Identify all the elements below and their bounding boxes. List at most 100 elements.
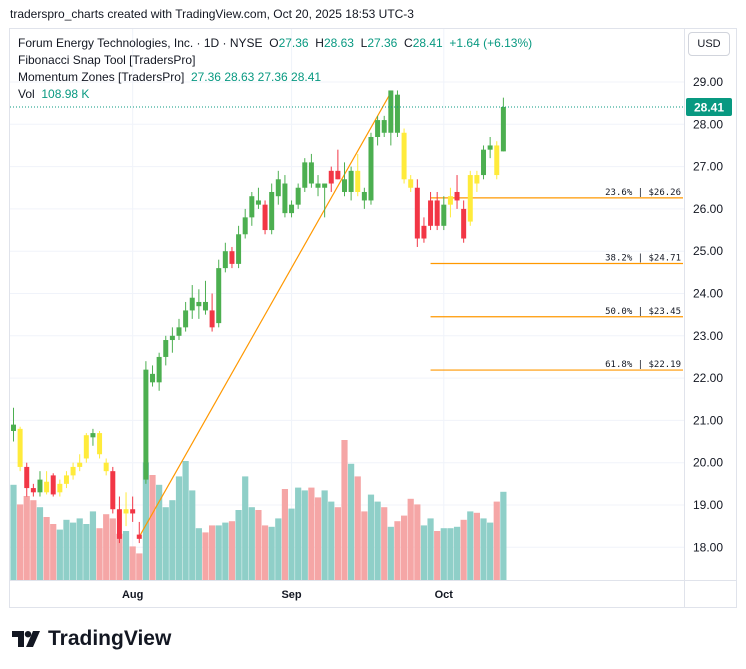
volume-bar [63,519,70,580]
legend-symbol: Forum Energy Technologies, Inc. · 1D · N… [18,36,263,50]
candle-body [103,462,109,472]
candle-body [355,170,361,192]
candle-body [361,191,367,201]
volume-bar [142,462,149,580]
volume-bar [76,518,83,580]
legend-low-value: 27.36 [367,36,398,50]
legend-indicator-fib[interactable]: Fibonacci Snap Tool [TradersPro] [18,53,196,67]
volume-bar [202,532,209,580]
candle-body [143,369,149,480]
volume-bar [109,518,116,580]
y-tick-label: 24.00 [693,287,723,301]
candle-body [24,466,30,489]
candle-body [342,179,347,192]
candle-body [202,301,208,311]
candle-body [63,475,69,484]
candle-body [481,149,487,176]
candle-body [50,475,56,495]
chart-legend: Forum Energy Technologies, Inc. · 1D · N… [18,35,532,103]
volume-bar [500,491,507,580]
candle-body [110,471,116,510]
candle-body [209,310,215,328]
volume-bar [235,510,242,580]
volume-bar [447,528,454,580]
volume-bar [268,526,275,580]
candle-body [189,297,195,311]
candle-body [229,251,235,264]
candle-body [441,204,447,226]
currency-button[interactable]: USD [688,32,730,56]
y-tick-label: 19.00 [693,498,723,512]
candle-body [163,340,169,357]
candle-body [315,183,321,188]
volume-bar [414,504,421,580]
volume-bar [30,500,37,580]
candle-body [136,534,142,539]
legend-volume-value: 108.98 K [41,87,90,101]
volume-bar [248,507,255,580]
legend-indicator-momentum[interactable]: Momentum Zones [TradersPro] 27.36 28.63 … [18,69,532,86]
candle-body [388,90,394,133]
volume-bar [467,511,474,580]
x-tick-label: Aug [122,589,143,601]
volume-bar [175,476,183,580]
candle-body [328,170,334,184]
candle-body [156,356,162,383]
volume-bar [182,461,189,580]
volume-bar [189,490,196,580]
fib-level-label: 38.2% | $24.71 [605,253,681,263]
candle-body [421,225,427,239]
candle-body [282,183,288,214]
legend-close-label: C [404,36,413,50]
candle-body [130,509,136,514]
volume-bar [261,525,269,580]
volume-bar [460,519,467,580]
volume-bar [136,553,143,580]
volume-bar [367,494,375,580]
volume-bar [242,476,249,580]
candle-body [302,162,308,188]
y-tick-label: 27.00 [693,160,723,174]
candle-body [474,175,480,184]
candle-body [196,301,202,307]
volume-bar [36,507,44,580]
volume-bar [480,518,487,580]
candle-body [494,145,500,176]
volume-bar [301,490,308,580]
legend-close-value: 28.41 [412,36,443,50]
volume-bar [89,511,97,580]
volume-bar [275,518,282,580]
volume-bar [361,511,368,580]
x-tick-label: Sep [281,589,301,601]
candle-body [414,187,420,239]
last-price-tag [686,97,732,116]
legend-high-value: 28.63 [323,36,354,50]
candle-body [500,106,506,152]
candle-body [83,435,89,459]
legend-open-label: O [269,36,279,50]
legend-ohlc-row: Forum Energy Technologies, Inc. · 1D · N… [18,35,532,52]
candle-body [394,94,400,133]
volume-bar [10,484,17,580]
candle-body [487,145,493,150]
volume-bar [400,515,408,580]
candle-body [97,433,103,455]
volume-bar [288,508,295,580]
legend-volume[interactable]: Vol 108.98 K [18,86,532,103]
candle-body [335,170,341,180]
volume-bar [169,500,176,580]
y-tick-label: 29.00 [693,75,723,89]
tradingview-logo[interactable]: TradingView [12,627,171,651]
volume-bar [156,484,163,580]
volume-bar [348,463,355,580]
legend-low-label: L [360,36,368,50]
y-tick-label: 28.00 [693,117,723,131]
candle-body [308,162,314,184]
volume-bar [17,504,24,580]
volume-bar [149,475,156,580]
volume-bar [374,501,381,580]
candle-body [150,373,156,383]
y-tick-label: 26.00 [693,202,723,216]
candle-body [408,179,414,188]
